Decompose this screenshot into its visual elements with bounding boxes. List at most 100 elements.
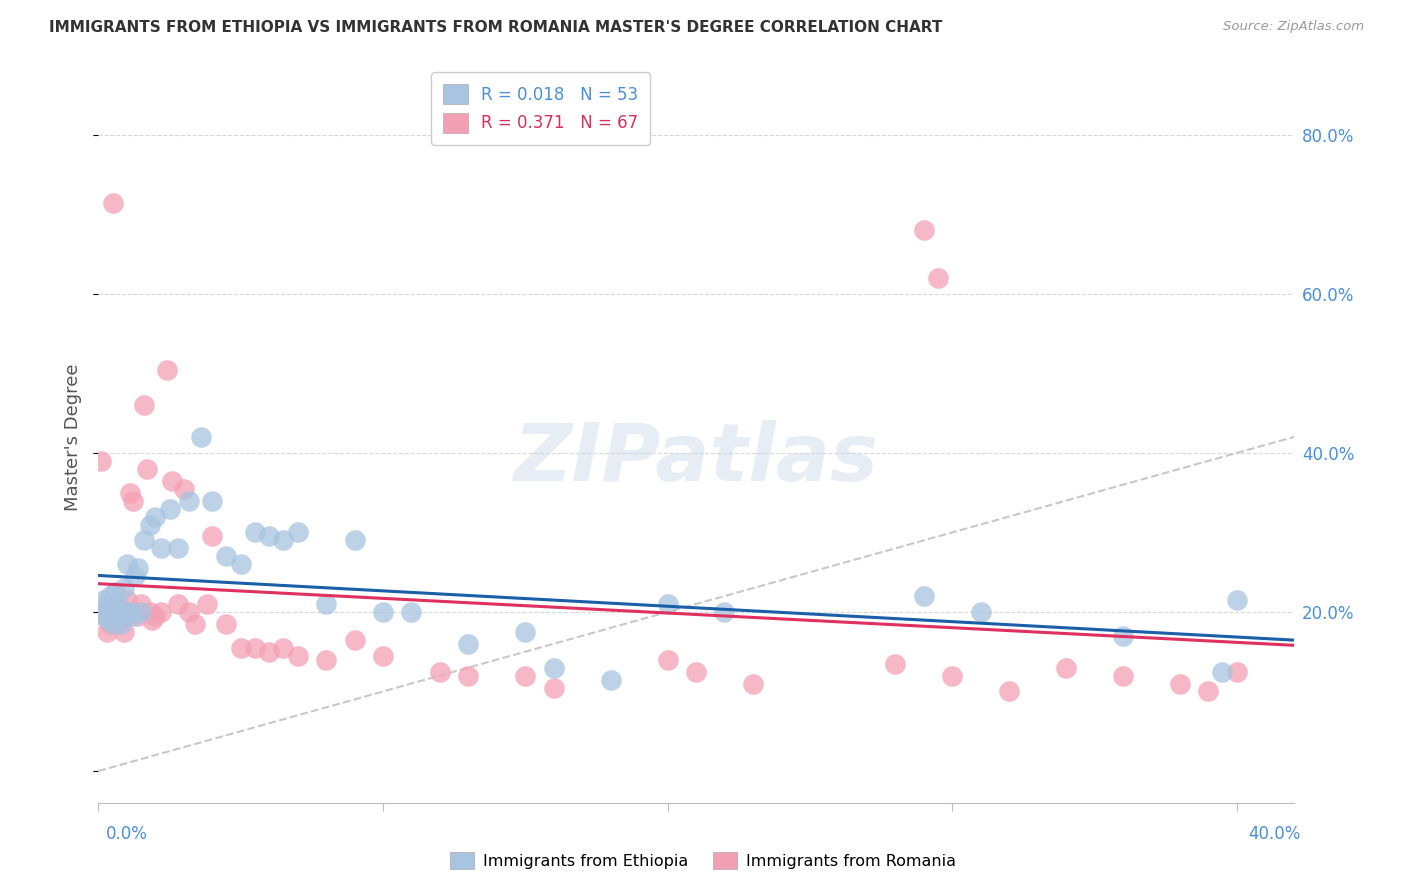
Point — [287, 525, 309, 540]
Point — [143, 509, 166, 524]
Point — [657, 653, 679, 667]
Point — [107, 609, 129, 624]
Point — [150, 605, 173, 619]
Point — [98, 589, 121, 603]
Point — [135, 462, 157, 476]
Point — [167, 541, 190, 556]
Point — [121, 493, 143, 508]
Point — [112, 609, 135, 624]
Point — [101, 597, 124, 611]
Point — [184, 616, 207, 631]
Point — [257, 645, 280, 659]
Point — [713, 605, 735, 619]
Point — [1054, 660, 1077, 674]
Point — [685, 665, 707, 679]
Point — [115, 593, 138, 607]
Point — [118, 485, 141, 500]
Point — [741, 676, 763, 690]
Point — [104, 585, 127, 599]
Point — [201, 493, 224, 508]
Text: Source: ZipAtlas.com: Source: ZipAtlas.com — [1223, 20, 1364, 33]
Point — [93, 593, 115, 607]
Point — [90, 605, 112, 619]
Point — [143, 609, 166, 624]
Point — [110, 613, 132, 627]
Point — [543, 681, 565, 695]
Point — [96, 601, 118, 615]
Point — [112, 581, 135, 595]
Point — [127, 561, 149, 575]
Point — [110, 616, 132, 631]
Point — [1112, 668, 1135, 682]
Legend: R = 0.018   N = 53, R = 0.371   N = 67: R = 0.018 N = 53, R = 0.371 N = 67 — [432, 72, 650, 145]
Point — [969, 605, 991, 619]
Point — [118, 605, 141, 619]
Point — [195, 597, 218, 611]
Point — [371, 605, 394, 619]
Point — [912, 589, 935, 603]
Point — [229, 640, 252, 655]
Point — [115, 605, 138, 619]
Point — [104, 605, 127, 619]
Point — [371, 648, 394, 663]
Point — [98, 605, 121, 619]
Point — [599, 673, 621, 687]
Text: 0.0%: 0.0% — [105, 825, 148, 843]
Point — [173, 482, 195, 496]
Point — [257, 529, 280, 543]
Point — [107, 609, 129, 624]
Point — [315, 653, 337, 667]
Point — [941, 668, 963, 682]
Point — [401, 605, 423, 619]
Point — [104, 605, 127, 619]
Point — [156, 362, 179, 376]
Point — [243, 525, 266, 540]
Point — [884, 657, 907, 671]
Point — [657, 597, 679, 611]
Point — [101, 601, 124, 615]
Point — [110, 605, 132, 619]
Point — [93, 609, 115, 624]
Point — [141, 613, 163, 627]
Point — [129, 597, 152, 611]
Legend: Immigrants from Ethiopia, Immigrants from Romania: Immigrants from Ethiopia, Immigrants fro… — [443, 846, 963, 875]
Point — [107, 605, 129, 619]
Point — [215, 549, 238, 564]
Point — [115, 558, 138, 572]
Point — [121, 609, 143, 624]
Point — [429, 665, 451, 679]
Point — [138, 605, 160, 619]
Point — [150, 541, 173, 556]
Point — [1168, 676, 1191, 690]
Point — [96, 624, 118, 639]
Point — [101, 605, 124, 619]
Point — [927, 271, 949, 285]
Point — [179, 493, 201, 508]
Point — [90, 605, 112, 619]
Point — [107, 597, 129, 611]
Point — [515, 624, 537, 639]
Point — [127, 609, 149, 624]
Text: IMMIGRANTS FROM ETHIOPIA VS IMMIGRANTS FROM ROMANIA MASTER'S DEGREE CORRELATION : IMMIGRANTS FROM ETHIOPIA VS IMMIGRANTS F… — [49, 20, 942, 35]
Point — [124, 605, 146, 619]
Point — [129, 605, 152, 619]
Point — [101, 195, 124, 210]
Point — [201, 529, 224, 543]
Point — [96, 597, 118, 611]
Point — [912, 223, 935, 237]
Point — [287, 648, 309, 663]
Point — [273, 640, 295, 655]
Point — [215, 616, 238, 631]
Point — [162, 474, 184, 488]
Point — [93, 605, 115, 619]
Point — [93, 609, 115, 624]
Point — [457, 637, 479, 651]
Point — [115, 605, 138, 619]
Point — [273, 533, 295, 548]
Point — [101, 613, 124, 627]
Point — [1226, 593, 1249, 607]
Point — [1211, 665, 1233, 679]
Point — [1112, 629, 1135, 643]
Point — [112, 624, 135, 639]
Point — [457, 668, 479, 682]
